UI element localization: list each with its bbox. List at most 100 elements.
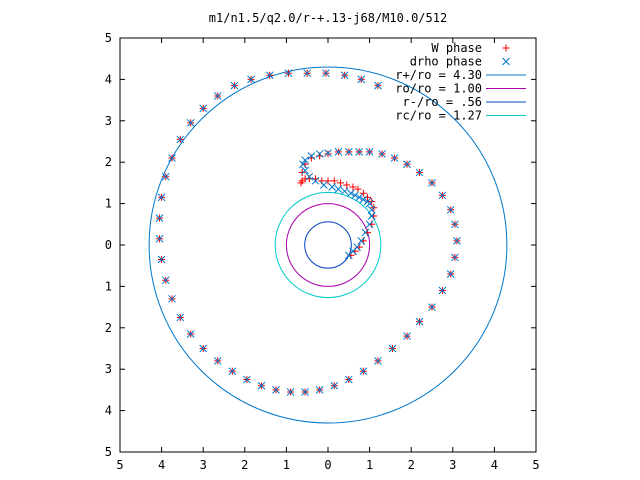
data-point bbox=[359, 189, 367, 197]
data-point bbox=[230, 81, 239, 90]
data-point bbox=[247, 75, 255, 84]
data-point bbox=[446, 205, 455, 214]
data-point bbox=[272, 386, 280, 394]
data-point bbox=[303, 69, 312, 78]
data-point bbox=[301, 156, 309, 164]
data-point bbox=[199, 104, 208, 113]
data-point bbox=[361, 228, 370, 237]
x-tick-label: 1 bbox=[283, 458, 290, 472]
data-point bbox=[451, 253, 459, 262]
data-point bbox=[176, 135, 185, 144]
reference-circle-1 bbox=[285, 203, 371, 287]
data-point bbox=[286, 388, 295, 396]
data-point bbox=[228, 367, 237, 376]
data-point bbox=[357, 75, 366, 84]
data-point bbox=[453, 237, 461, 245]
data-point bbox=[340, 71, 349, 80]
data-point bbox=[307, 152, 316, 160]
y-tick-label: 1 bbox=[105, 197, 112, 211]
legend-label: W phase bbox=[431, 41, 482, 55]
data-point bbox=[265, 71, 274, 80]
legend-label: rc/ro = 1.27 bbox=[395, 109, 482, 123]
y-tick-label: 4 bbox=[105, 72, 112, 86]
data-point bbox=[415, 317, 424, 326]
data-point bbox=[363, 197, 372, 206]
data-point bbox=[388, 344, 397, 353]
x-tick-label: 4 bbox=[158, 458, 165, 472]
data-point bbox=[299, 160, 307, 169]
data-point bbox=[322, 69, 330, 78]
data-point bbox=[340, 187, 349, 196]
data-point bbox=[355, 193, 364, 202]
data-point bbox=[324, 177, 332, 185]
legend-label: r+/ro = 4.30 bbox=[395, 68, 482, 82]
data-point bbox=[367, 205, 376, 214]
y-tick-label: 2 bbox=[105, 155, 112, 169]
data-point bbox=[403, 160, 411, 169]
x-tick-label: 4 bbox=[491, 458, 498, 472]
data-point bbox=[359, 367, 368, 376]
data-point bbox=[374, 81, 382, 90]
data-point bbox=[357, 237, 366, 245]
data-point bbox=[353, 243, 361, 251]
data-point bbox=[355, 147, 364, 156]
data-point bbox=[344, 147, 353, 156]
x-tick-label: 3 bbox=[200, 458, 207, 472]
data-point bbox=[305, 172, 314, 181]
legend-label: drho phase bbox=[410, 55, 482, 69]
y-tick-label: 5 bbox=[105, 445, 112, 459]
data-point bbox=[344, 375, 353, 384]
data-point bbox=[157, 255, 166, 264]
y-tick-label: 4 bbox=[105, 404, 112, 418]
data-point bbox=[334, 147, 343, 156]
series-1 bbox=[155, 69, 461, 396]
y-tick-label: 3 bbox=[105, 114, 112, 128]
data-point bbox=[155, 234, 164, 243]
x-tick-label: 2 bbox=[408, 458, 415, 472]
data-point bbox=[213, 357, 222, 365]
data-point bbox=[428, 179, 436, 187]
reference-circles bbox=[148, 66, 508, 424]
data-point bbox=[297, 179, 305, 187]
data-point bbox=[157, 193, 166, 202]
data-point bbox=[330, 177, 338, 185]
reference-circle-0 bbox=[148, 66, 508, 424]
data-point bbox=[301, 166, 309, 175]
data-point bbox=[378, 150, 386, 158]
data-point bbox=[403, 332, 411, 340]
data-point bbox=[374, 357, 382, 365]
data-point bbox=[243, 375, 251, 384]
y-tick-label: 1 bbox=[105, 279, 112, 293]
chart-title: m1/n1.5/q2.0/r-+.13-j68/M10.0/512 bbox=[209, 11, 447, 25]
data-point bbox=[359, 195, 368, 204]
data-point bbox=[349, 183, 357, 191]
data-point bbox=[324, 149, 332, 157]
x-tick-label: 3 bbox=[449, 458, 456, 472]
data-series bbox=[155, 69, 461, 396]
data-point bbox=[351, 191, 359, 200]
data-point bbox=[155, 214, 164, 222]
data-point bbox=[319, 181, 328, 189]
data-point bbox=[315, 386, 324, 394]
y-tick-label: 3 bbox=[105, 362, 112, 376]
data-point bbox=[311, 176, 320, 185]
data-point bbox=[186, 119, 195, 127]
x-tick-label: 1 bbox=[366, 458, 373, 472]
x-tick-label: 5 bbox=[116, 458, 123, 472]
legend-label: r-/ro = .56 bbox=[403, 95, 482, 109]
legend-swatch bbox=[502, 57, 510, 66]
data-point bbox=[343, 181, 351, 189]
data-point bbox=[298, 169, 306, 177]
data-point bbox=[334, 185, 343, 193]
data-point bbox=[367, 212, 376, 220]
data-point bbox=[168, 154, 176, 162]
data-point bbox=[365, 147, 374, 156]
data-point bbox=[438, 191, 447, 200]
x-tick-label: 0 bbox=[324, 458, 331, 472]
reference-circle-3 bbox=[274, 191, 382, 299]
legend-swatch bbox=[502, 44, 510, 52]
